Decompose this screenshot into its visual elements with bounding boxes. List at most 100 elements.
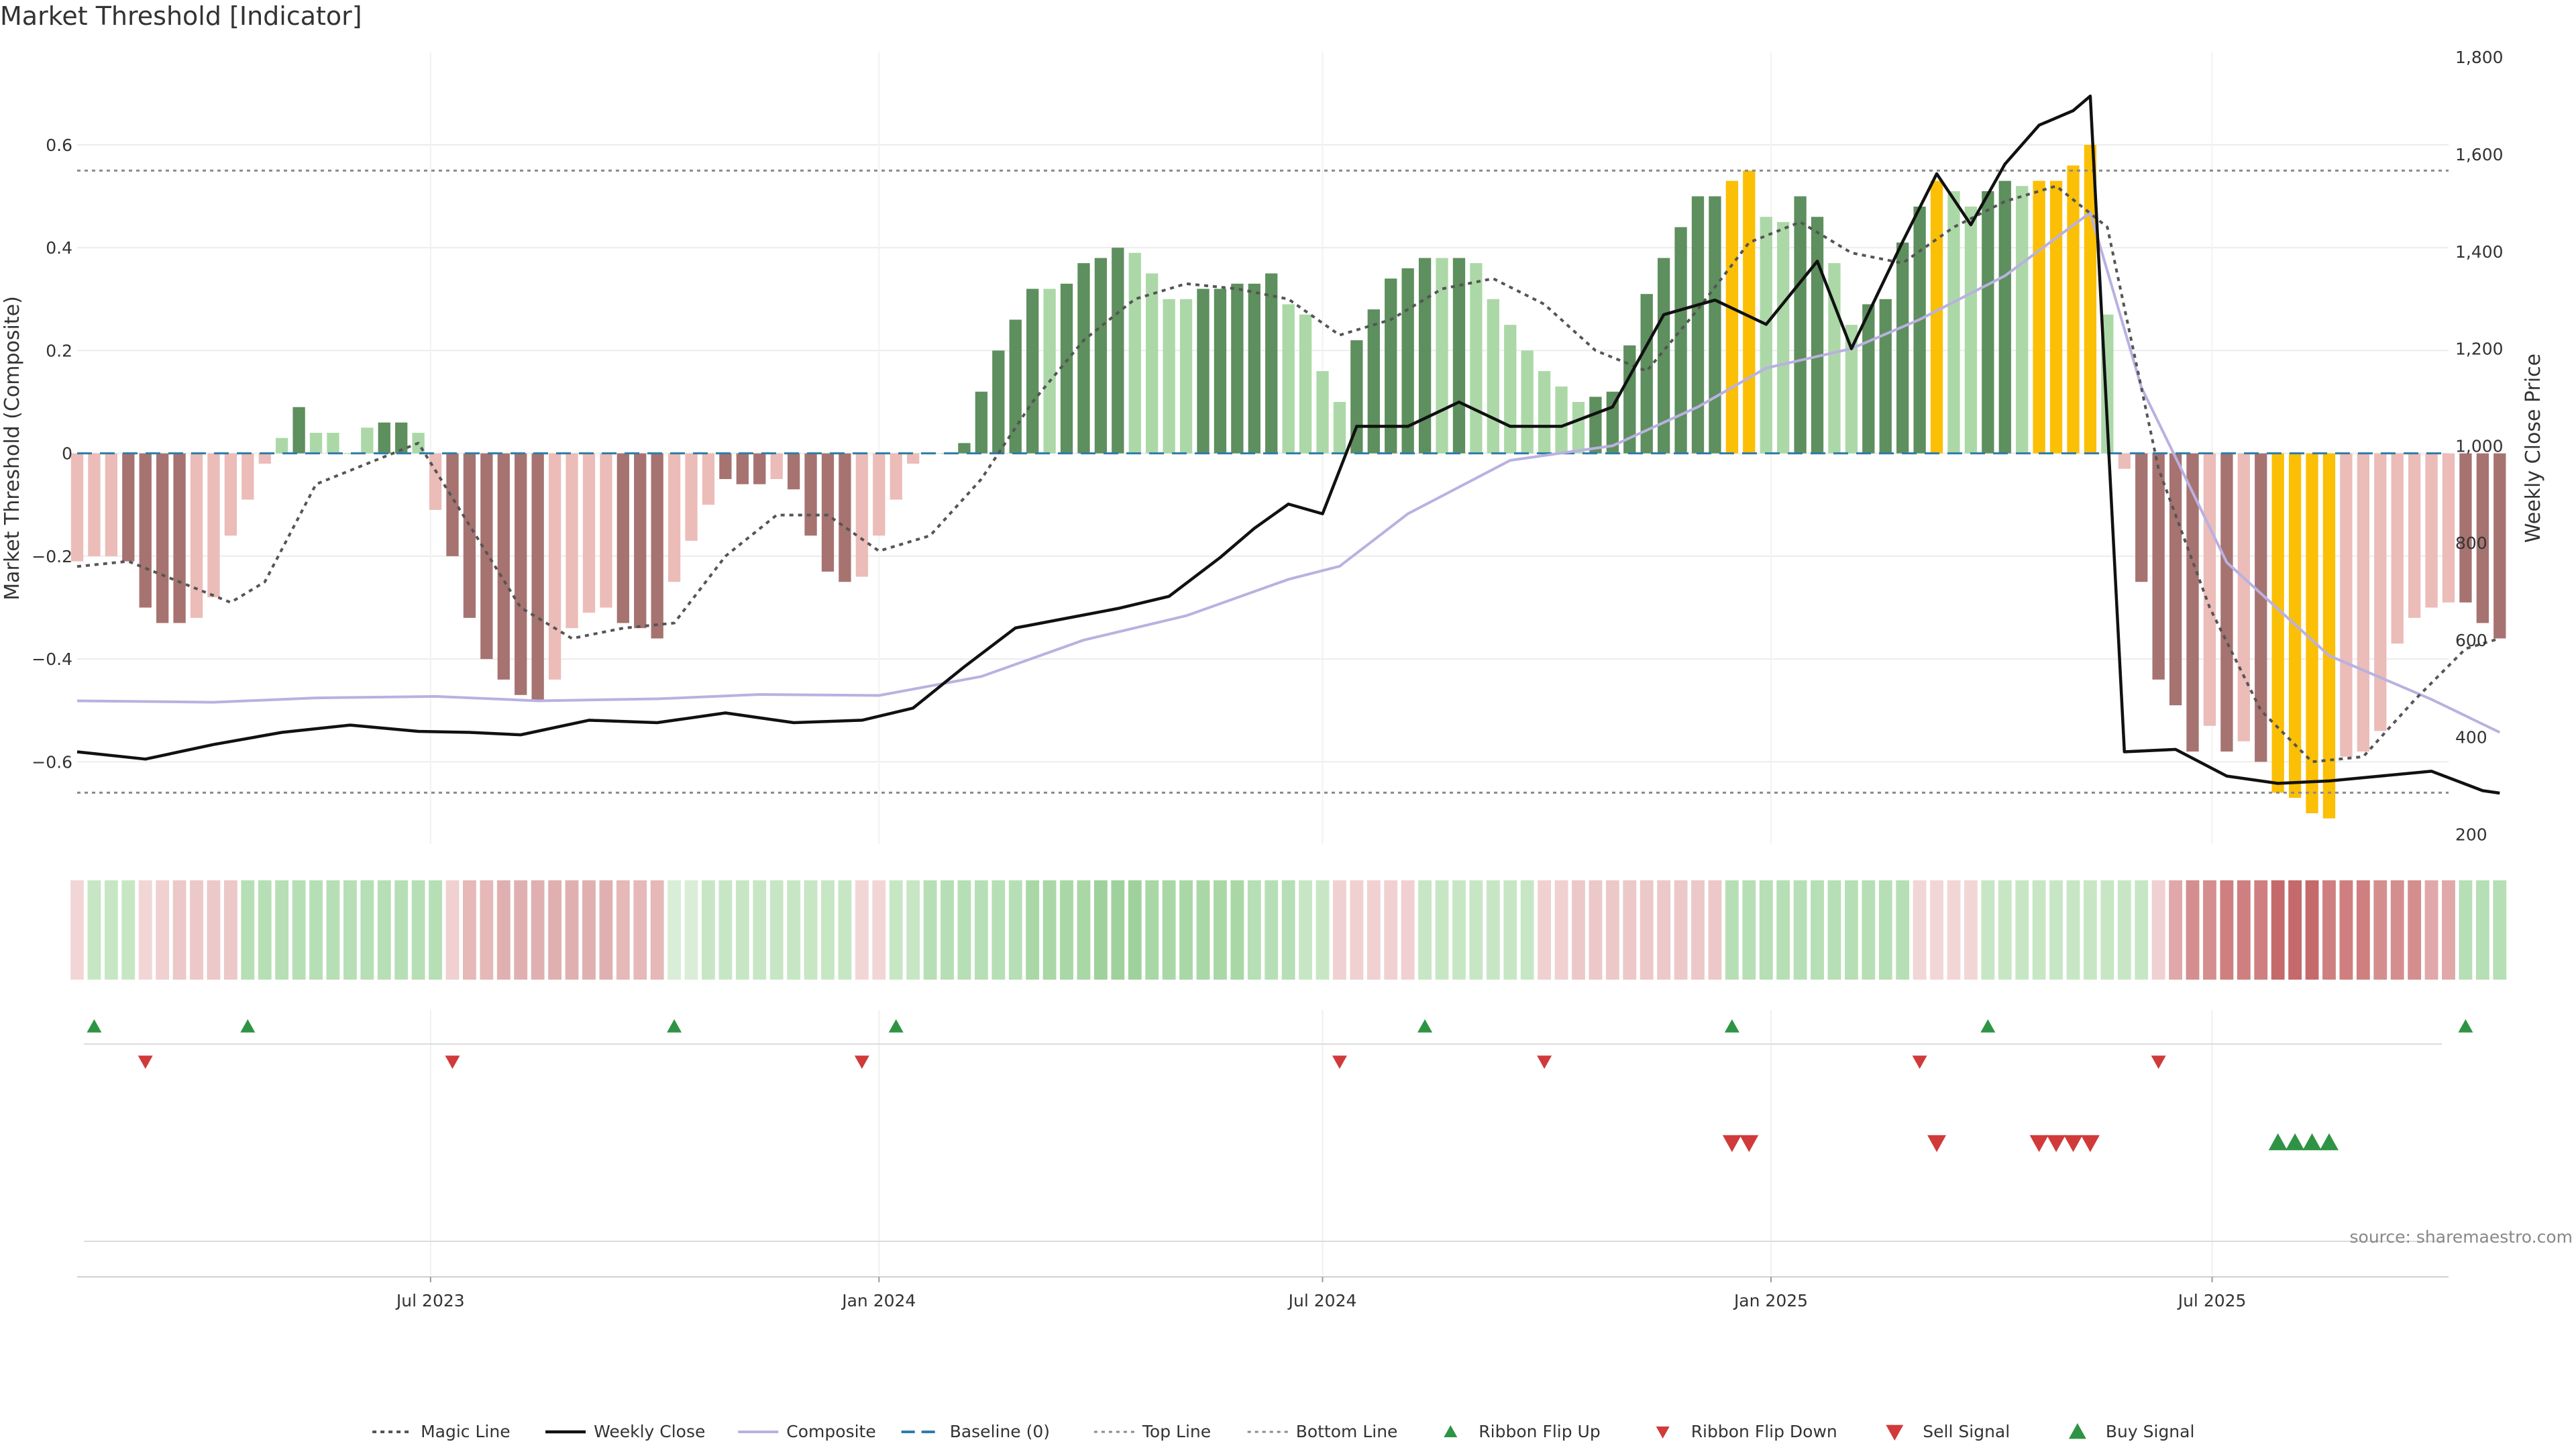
composite-bar <box>1930 180 1943 454</box>
composite-bar <box>395 422 408 454</box>
magic-line <box>76 185 2500 764</box>
ribbon-cell <box>2100 880 2114 980</box>
ribbon-cell <box>1350 880 1364 980</box>
composite-bar <box>1691 196 1705 454</box>
ribbon-cell <box>1725 880 1739 980</box>
ribbon-cell <box>1469 880 1483 980</box>
composite-bar <box>2152 453 2165 680</box>
composite-bar <box>787 453 800 490</box>
sell-signal-marker <box>2080 1135 2100 1152</box>
ribbon-cell <box>292 880 306 980</box>
composite-bar <box>497 453 510 680</box>
composite-bar <box>70 453 84 562</box>
composite-bar <box>2357 453 2369 752</box>
legend-label: Sell Signal <box>1923 1422 2010 1441</box>
ribbon-cell <box>121 880 136 980</box>
y2-tick-label: 1,400 <box>2455 242 2504 262</box>
ribbon-cell <box>190 880 203 980</box>
ribbon-cell <box>1742 880 1756 980</box>
composite-bar <box>1743 170 1756 454</box>
composite-bar <box>429 453 442 510</box>
legend-label: Magic Line <box>421 1422 511 1441</box>
ribbon-flip-up-marker <box>1980 1019 1996 1033</box>
composite-bar <box>1112 248 1124 454</box>
ribbon-cell <box>377 880 391 980</box>
ribbon-cell <box>1776 880 1790 980</box>
legend: Magic Line Weekly Close Composite Baseline … <box>372 1422 2194 1441</box>
ribbon-cell <box>1214 880 1227 980</box>
ribbon-cell <box>2271 880 2285 980</box>
composite-bar <box>361 427 374 454</box>
ribbon-cell <box>2442 880 2455 980</box>
composite-bar <box>1589 397 1602 454</box>
source-label: source: sharemaestro.com <box>2350 1227 2573 1247</box>
ribbon-cell <box>309 880 323 980</box>
composite-bar <box>1794 196 1807 454</box>
sell-signal-marker <box>2047 1135 2066 1152</box>
composite-line <box>76 210 2501 734</box>
composite-bar <box>719 453 732 479</box>
ribbon-cell <box>1827 880 1841 980</box>
composite-bar <box>2442 453 2455 603</box>
ribbon-cell <box>1691 880 1705 980</box>
composite-bar <box>139 453 152 608</box>
ribbon-cell <box>2151 880 2165 980</box>
ribbon-flip-up-marker <box>240 1019 256 1033</box>
composite-bar <box>1146 273 1159 454</box>
composite-bar <box>1367 309 1380 454</box>
ribbon-cell <box>1657 880 1671 980</box>
ribbon-flip-down-marker <box>2151 1055 2166 1069</box>
ribbon-cell <box>1930 880 1943 980</box>
ribbon-cell <box>1162 880 1176 980</box>
composite-bar <box>600 453 612 608</box>
ribbon-cell <box>2339 880 2353 980</box>
composite-bar <box>1504 325 1517 454</box>
composite-bar <box>1197 289 1210 454</box>
composite-bar <box>2033 180 2045 454</box>
x-tick-label: Jul 2025 <box>2177 1291 2247 1310</box>
ribbon-cell <box>1862 880 1876 980</box>
ribbon-cell <box>1572 880 1585 980</box>
ribbon-cell <box>1674 880 1688 980</box>
composite-bar <box>548 453 561 680</box>
composite-bar <box>1709 196 1721 454</box>
composite-bar <box>2476 453 2489 623</box>
ribbon-cell <box>2373 880 2387 980</box>
composite-bar <box>292 407 305 454</box>
y-tick-label: 0.6 <box>46 136 72 155</box>
ribbon-cell <box>2203 880 2216 980</box>
composite-bar <box>1248 283 1260 454</box>
y-tick-label: 0 <box>62 444 72 464</box>
ribbon-cell <box>1554 880 1568 980</box>
legend-label: Ribbon Flip Down <box>1691 1422 1837 1441</box>
ribbon-cell <box>172 880 186 980</box>
composite-bar <box>1760 217 1772 454</box>
composite-bar <box>1845 325 1858 454</box>
composite-bar <box>2306 453 2318 814</box>
ribbon-cell <box>1435 880 1449 980</box>
ribbon-cell <box>787 880 801 980</box>
composite-bar <box>1163 299 1175 454</box>
ribbon-cell <box>2015 880 2029 980</box>
y-tick-label: 0.2 <box>46 341 72 360</box>
ribbon-cell <box>2322 880 2336 980</box>
ribbon-cell <box>2493 880 2507 980</box>
composite-bar <box>1538 371 1551 454</box>
ribbon-cell <box>1281 880 1295 980</box>
composite-bar <box>634 453 647 629</box>
ribbon-cell <box>463 880 476 980</box>
ribbon-cell <box>1179 880 1193 980</box>
sell-signal-marker <box>1739 1135 1759 1152</box>
legend-swatch-flip-up <box>1444 1425 1458 1437</box>
ribbon-flip-down-marker <box>854 1055 869 1069</box>
y-tick-label: 0.4 <box>46 238 72 258</box>
composite-bar <box>2271 453 2284 793</box>
ribbon-cell <box>1077 880 1091 980</box>
ribbon-cell <box>275 880 289 980</box>
sell-signal-marker <box>2029 1135 2049 1152</box>
y-tick-label: −0.4 <box>32 650 72 669</box>
ribbon-cell <box>1913 880 1927 980</box>
ribbon-cell <box>821 880 835 980</box>
composite-bar <box>327 433 339 454</box>
composite-bar <box>1947 191 1960 454</box>
